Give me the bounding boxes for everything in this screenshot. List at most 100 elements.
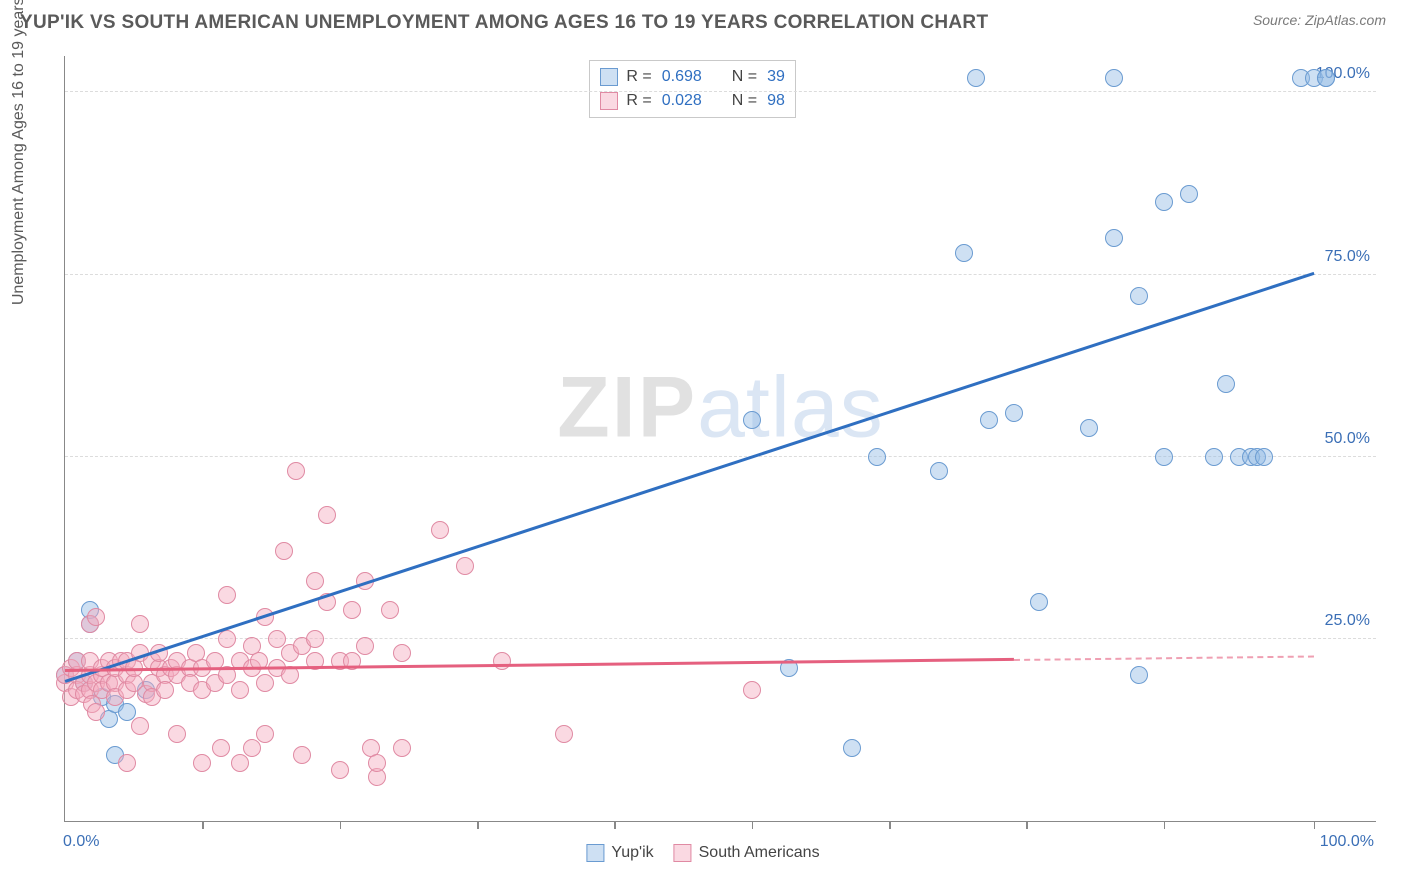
gridline-h — [65, 91, 1376, 92]
y-tick-label: 75.0% — [1325, 248, 1370, 266]
scatter-point-south_americans — [493, 652, 511, 670]
chart-header: YUP'IK VS SOUTH AMERICAN UNEMPLOYMENT AM… — [0, 0, 1406, 38]
scatter-point-yupik — [1155, 448, 1173, 466]
y-axis-label: Unemployment Among Ages 16 to 19 years — [10, 0, 28, 305]
scatter-point-south_americans — [87, 608, 105, 626]
y-tick-label: 50.0% — [1325, 430, 1370, 448]
scatter-point-south_americans — [256, 674, 274, 692]
scatter-point-yupik — [743, 411, 761, 429]
scatter-point-yupik — [1255, 448, 1273, 466]
x-tick — [202, 821, 204, 829]
scatter-point-south_americans — [356, 637, 374, 655]
scatter-point-south_americans — [331, 761, 349, 779]
x-tick — [614, 821, 616, 829]
source-name: ZipAtlas.com — [1305, 12, 1386, 28]
x-tick — [1314, 821, 1316, 829]
scatter-point-south_americans — [456, 557, 474, 575]
r-value: 0.698 — [662, 65, 702, 89]
swatch-yupik — [600, 68, 618, 86]
scatter-point-south_americans — [555, 725, 573, 743]
legend-item-yupik: Yup'ik — [586, 844, 653, 862]
gridline-h — [65, 638, 1376, 639]
scatter-point-south_americans — [87, 703, 105, 721]
r-value: 0.028 — [662, 89, 702, 113]
n-label: N = — [732, 89, 757, 113]
scatter-point-yupik — [843, 739, 861, 757]
swatch-yupik — [586, 844, 604, 862]
x-tick — [1026, 821, 1028, 829]
x-tick-label: 0.0% — [63, 833, 99, 851]
x-tick — [340, 821, 342, 829]
scatter-point-south_americans — [231, 754, 249, 772]
scatter-point-south_americans — [218, 586, 236, 604]
stats-row-yupik: R = 0.698 N = 39 — [600, 65, 785, 89]
x-tick — [752, 821, 754, 829]
scatter-point-south_americans — [306, 630, 324, 648]
trendline-south_americans — [1014, 655, 1314, 660]
legend-label: South Americans — [699, 844, 820, 862]
x-tick — [1164, 821, 1166, 829]
scatter-point-south_americans — [131, 615, 149, 633]
watermark: ZIPatlas — [557, 358, 883, 457]
gridline-h — [65, 456, 1376, 457]
legend-label: Yup'ik — [611, 844, 653, 862]
scatter-point-south_americans — [281, 666, 299, 684]
swatch-south_americans — [600, 92, 618, 110]
source-attribution: Source: ZipAtlas.com — [1253, 12, 1386, 28]
scatter-point-yupik — [1105, 229, 1123, 247]
scatter-point-south_americans — [393, 644, 411, 662]
chart-area: Unemployment Among Ages 16 to 19 years Z… — [20, 46, 1386, 872]
y-tick-label: 25.0% — [1325, 612, 1370, 630]
r-label: R = — [626, 65, 651, 89]
scatter-point-south_americans — [393, 739, 411, 757]
series-legend: Yup'ik South Americans — [586, 844, 819, 862]
scatter-point-yupik — [967, 69, 985, 87]
scatter-point-south_americans — [256, 725, 274, 743]
scatter-point-south_americans — [243, 739, 261, 757]
scatter-point-south_americans — [318, 506, 336, 524]
scatter-point-yupik — [868, 448, 886, 466]
scatter-point-south_americans — [293, 746, 311, 764]
stats-row-south_americans: R = 0.028 N = 98 — [600, 89, 785, 113]
scatter-point-yupik — [930, 462, 948, 480]
scatter-point-south_americans — [431, 521, 449, 539]
n-label: N = — [732, 65, 757, 89]
x-tick — [889, 821, 891, 829]
n-value: 39 — [767, 65, 785, 89]
source-label: Source: — [1253, 12, 1305, 28]
scatter-point-south_americans — [212, 739, 230, 757]
scatter-point-south_americans — [743, 681, 761, 699]
scatter-point-south_americans — [156, 681, 174, 699]
scatter-point-south_americans — [231, 681, 249, 699]
scatter-point-yupik — [1317, 69, 1335, 87]
scatter-point-south_americans — [275, 542, 293, 560]
r-label: R = — [626, 89, 651, 113]
scatter-point-yupik — [1105, 69, 1123, 87]
swatch-south_americans — [674, 844, 692, 862]
chart-title: YUP'IK VS SOUTH AMERICAN UNEMPLOYMENT AM… — [20, 12, 988, 34]
scatter-point-yupik — [1030, 593, 1048, 611]
scatter-point-south_americans — [193, 754, 211, 772]
scatter-point-yupik — [955, 244, 973, 262]
scatter-point-south_americans — [168, 725, 186, 743]
scatter-point-yupik — [1005, 404, 1023, 422]
plot-region: ZIPatlas R = 0.698 N = 39 R = 0.028 N = 98 25.0… — [64, 56, 1376, 822]
scatter-point-south_americans — [287, 462, 305, 480]
legend-item-south_americans: South Americans — [674, 844, 820, 862]
n-value: 98 — [767, 89, 785, 113]
scatter-point-yupik — [1130, 287, 1148, 305]
scatter-point-yupik — [1205, 448, 1223, 466]
scatter-point-yupik — [1155, 193, 1173, 211]
scatter-point-yupik — [1080, 419, 1098, 437]
scatter-point-yupik — [1180, 185, 1198, 203]
gridline-h — [65, 274, 1376, 275]
watermark-part2: atlas — [697, 359, 884, 455]
watermark-part1: ZIP — [557, 359, 697, 455]
scatter-point-yupik — [1130, 666, 1148, 684]
scatter-point-south_americans — [368, 754, 386, 772]
scatter-point-south_americans — [131, 717, 149, 735]
scatter-point-south_americans — [218, 630, 236, 648]
scatter-point-south_americans — [118, 754, 136, 772]
scatter-point-south_americans — [306, 572, 324, 590]
trendline-yupik — [65, 272, 1314, 682]
